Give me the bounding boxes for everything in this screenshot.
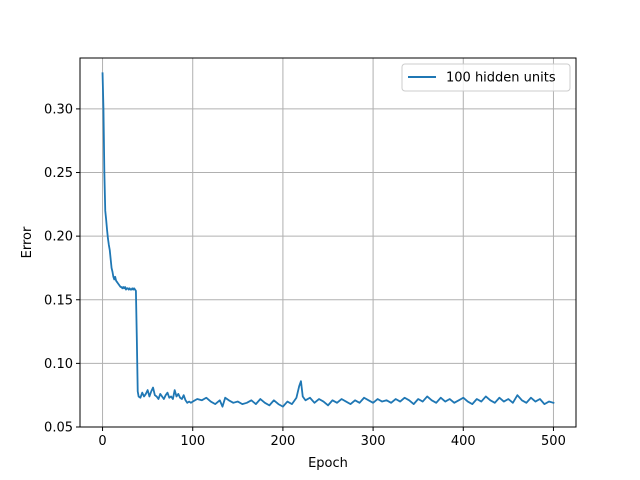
y-tick-label: 0.20 bbox=[44, 230, 73, 245]
x-tick-label: 100 bbox=[180, 434, 205, 449]
legend-entry-label: 100 hidden units bbox=[446, 71, 556, 86]
x-axis: 0 100 200 300 400 500 bbox=[98, 427, 566, 449]
plot-frame bbox=[79, 57, 577, 428]
y-axis-label: Error bbox=[20, 226, 35, 258]
x-axis-label: Epoch bbox=[308, 456, 348, 471]
x-tick-label: 400 bbox=[451, 434, 476, 449]
y-tick-label: 0.05 bbox=[44, 421, 73, 436]
y-tick-label: 0.15 bbox=[44, 293, 73, 308]
x-tick-label: 500 bbox=[541, 434, 566, 449]
x-tick-label: 0 bbox=[98, 434, 106, 449]
x-tick-label: 200 bbox=[270, 434, 295, 449]
legend: 100 hidden units bbox=[401, 63, 571, 92]
x-tick-label: 300 bbox=[361, 434, 386, 449]
y-tick-label: 0.25 bbox=[44, 166, 73, 181]
y-tick-label: 0.30 bbox=[44, 102, 73, 117]
y-tick-label: 0.10 bbox=[44, 357, 73, 372]
legend-box bbox=[401, 63, 571, 92]
series-line bbox=[101, 72, 555, 408]
y-axis: 0.05 0.10 0.15 0.20 0.25 0.30 bbox=[44, 102, 80, 436]
series-layer bbox=[101, 72, 555, 408]
grid bbox=[80, 58, 576, 428]
